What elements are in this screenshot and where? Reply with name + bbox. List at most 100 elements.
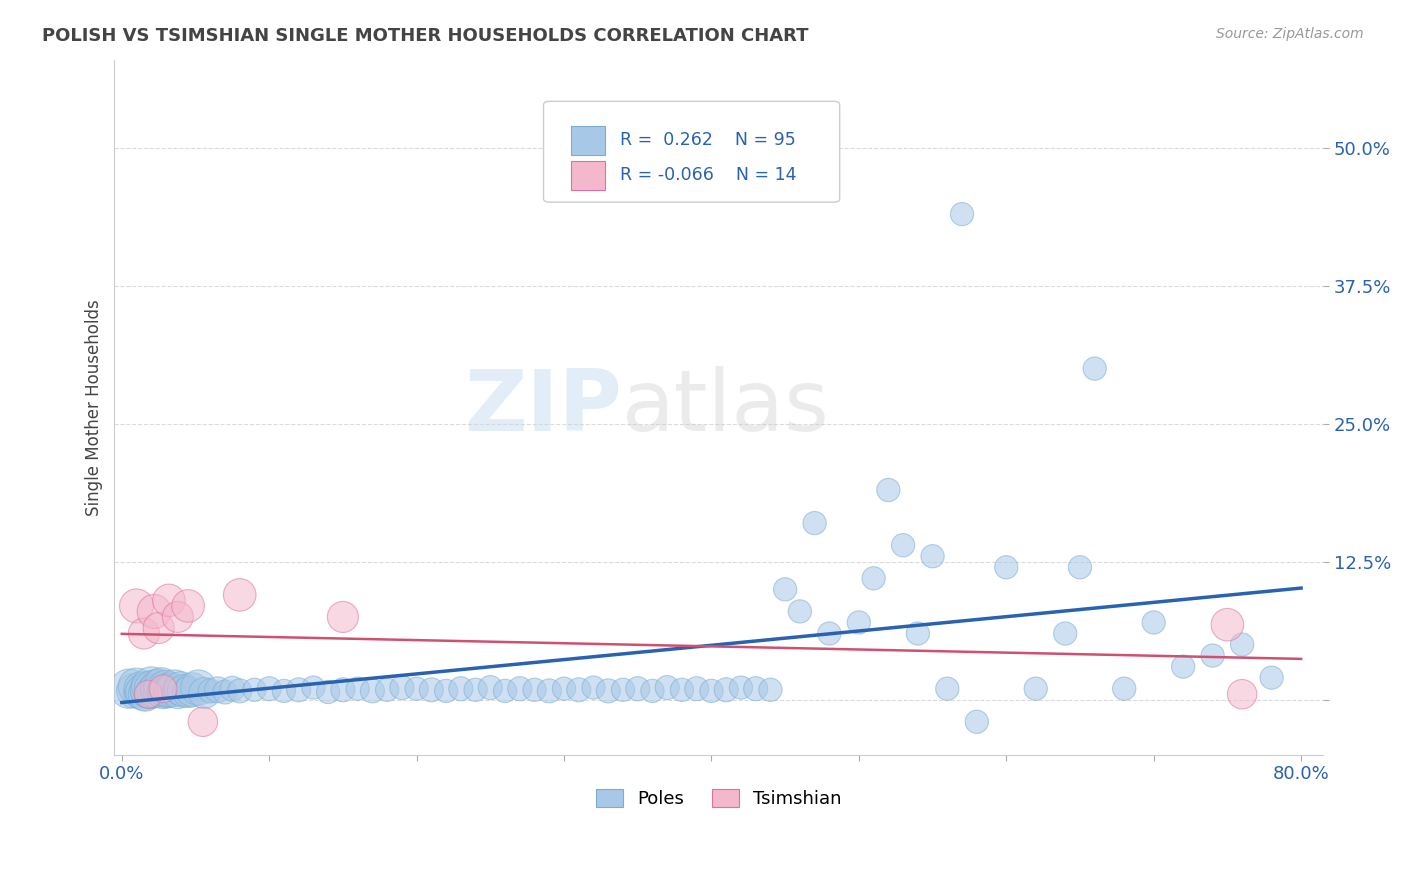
Point xyxy=(135,684,157,698)
Point xyxy=(848,615,870,630)
Point xyxy=(193,686,215,700)
Point xyxy=(243,682,266,697)
Point xyxy=(420,682,443,697)
FancyBboxPatch shape xyxy=(544,102,839,202)
Point xyxy=(714,682,737,697)
Point xyxy=(434,684,457,698)
Point xyxy=(302,681,325,695)
Point xyxy=(273,684,295,698)
Point xyxy=(450,681,472,696)
Point xyxy=(148,621,170,635)
Point xyxy=(375,682,398,697)
Point xyxy=(773,582,796,597)
Y-axis label: Single Mother Households: Single Mother Households xyxy=(86,299,103,516)
Point xyxy=(177,599,200,613)
Point xyxy=(1201,648,1223,663)
Point xyxy=(568,682,591,697)
Point xyxy=(907,626,929,640)
Point xyxy=(744,681,766,696)
Point xyxy=(287,682,309,697)
Point xyxy=(155,681,177,696)
Point xyxy=(166,610,188,624)
Point xyxy=(125,599,148,613)
Text: POLISH VS TSIMSHIAN SINGLE MOTHER HOUSEHOLDS CORRELATION CHART: POLISH VS TSIMSHIAN SINGLE MOTHER HOUSEH… xyxy=(42,27,808,45)
Point xyxy=(405,681,427,696)
Point xyxy=(118,681,141,696)
Point xyxy=(494,684,516,698)
Point xyxy=(598,684,620,698)
Point xyxy=(157,593,180,607)
Point xyxy=(187,681,209,695)
Point xyxy=(156,684,179,698)
Point xyxy=(163,681,186,695)
Point xyxy=(759,682,782,697)
Point xyxy=(479,681,502,695)
Point xyxy=(657,681,679,695)
Point xyxy=(152,681,174,696)
Text: ZIP: ZIP xyxy=(464,366,621,449)
Point xyxy=(129,681,152,696)
Point xyxy=(221,681,243,696)
Point xyxy=(730,681,752,695)
Text: R =  0.262    N = 95: R = 0.262 N = 95 xyxy=(620,131,796,150)
Point xyxy=(523,682,546,697)
Point xyxy=(170,681,193,696)
Point xyxy=(228,684,250,698)
Point xyxy=(125,680,148,694)
Point xyxy=(509,681,531,696)
Point xyxy=(1069,560,1091,574)
Point xyxy=(627,681,650,696)
Point xyxy=(136,687,159,701)
Point xyxy=(214,685,236,699)
Text: R = -0.066    N = 14: R = -0.066 N = 14 xyxy=(620,166,796,184)
Point xyxy=(150,678,173,692)
Point xyxy=(143,684,166,698)
Point xyxy=(612,682,634,697)
Point xyxy=(921,549,943,564)
Point xyxy=(1173,659,1195,673)
Point xyxy=(818,626,841,640)
Point xyxy=(177,685,200,699)
Point xyxy=(181,682,204,697)
Point xyxy=(145,685,167,699)
Text: Source: ZipAtlas.com: Source: ZipAtlas.com xyxy=(1216,27,1364,41)
Point xyxy=(671,682,693,697)
Text: atlas: atlas xyxy=(621,366,830,449)
Point xyxy=(1143,615,1166,630)
Point xyxy=(361,684,384,698)
Point xyxy=(207,682,229,697)
Point xyxy=(877,483,900,497)
Point xyxy=(148,681,170,695)
Point xyxy=(582,681,605,695)
Point xyxy=(464,682,486,697)
Point xyxy=(142,681,165,696)
Point xyxy=(257,681,280,696)
Point xyxy=(228,588,250,602)
Point xyxy=(641,684,664,698)
Point xyxy=(391,681,413,695)
Point xyxy=(1084,361,1107,376)
Point xyxy=(128,686,150,700)
Point xyxy=(157,685,180,699)
Point xyxy=(143,604,166,618)
Point xyxy=(346,681,368,696)
Point xyxy=(700,684,723,698)
Point xyxy=(134,687,156,701)
Point xyxy=(862,571,884,585)
Point xyxy=(1216,617,1239,632)
Point xyxy=(132,685,155,699)
Point xyxy=(950,207,973,221)
Point xyxy=(173,684,195,698)
Point xyxy=(803,516,825,530)
Point xyxy=(191,714,214,729)
Point xyxy=(1114,681,1136,696)
Point xyxy=(332,682,354,697)
Point xyxy=(316,685,339,699)
Point xyxy=(149,682,172,697)
Point xyxy=(132,626,155,640)
Point xyxy=(136,682,159,697)
Bar xyxy=(571,161,605,190)
Point xyxy=(160,682,183,697)
Point xyxy=(152,686,174,700)
Point xyxy=(553,681,575,696)
